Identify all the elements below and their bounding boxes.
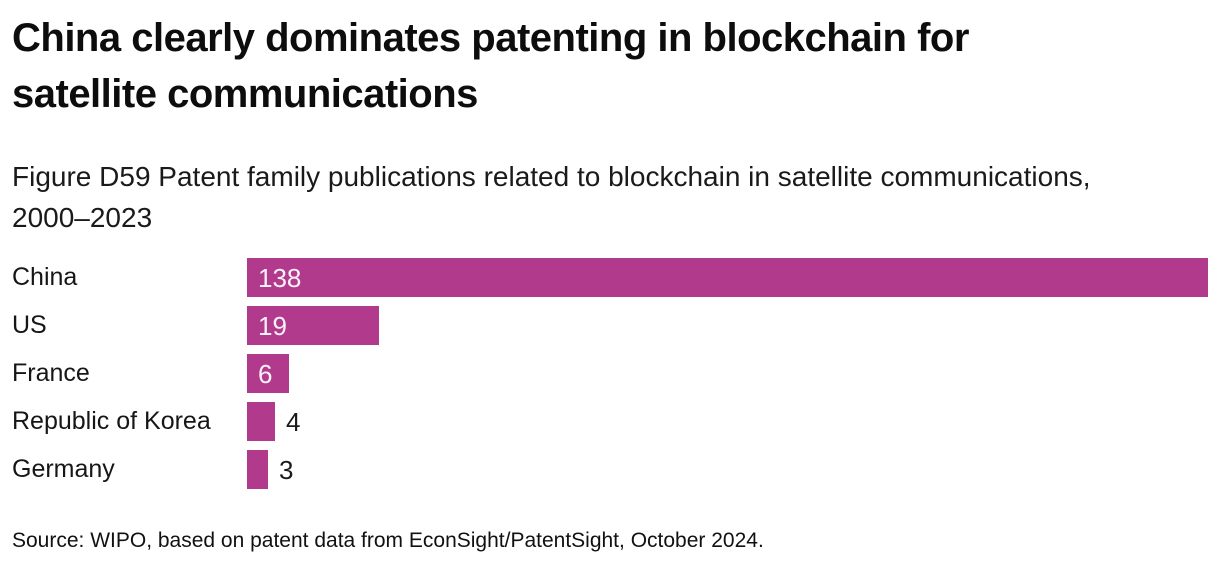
value-label: 3	[279, 454, 294, 485]
bar	[247, 450, 268, 489]
bar-row: China 138	[12, 258, 1208, 297]
category-label: China	[12, 263, 78, 291]
value-label: 19	[258, 310, 287, 341]
bar-row: Republic of Korea 4	[12, 402, 1208, 441]
bar-track: 138	[247, 258, 1208, 297]
category-label: France	[12, 359, 90, 387]
value-label: 6	[258, 358, 273, 389]
bar-track: 6	[247, 354, 1208, 393]
bar-row: France 6	[12, 354, 1208, 393]
figure-title: China clearly dominates patenting in blo…	[12, 16, 969, 116]
bar-track: 4	[247, 402, 1208, 441]
figure: China clearly dominates patenting in blo…	[12, 10, 1208, 553]
bar-row: US 19	[12, 306, 1208, 345]
figure-subtitle: Figure D59 Patent family publications re…	[12, 161, 1091, 233]
bar: 19	[247, 306, 379, 345]
bar: 138	[247, 258, 1208, 297]
value-label: 138	[258, 262, 302, 293]
bar	[247, 402, 275, 441]
bar: 6	[247, 354, 289, 393]
bar-row: Germany 3	[12, 450, 1208, 489]
source-note: Source: WIPO, based on patent data from …	[12, 529, 764, 552]
category-label: US	[12, 311, 47, 339]
bar-track: 19	[247, 306, 1208, 345]
value-label: 4	[286, 406, 301, 437]
category-label: Germany	[12, 455, 115, 483]
category-label: Republic of Korea	[12, 407, 211, 435]
bar-track: 3	[247, 450, 1208, 489]
bar-chart: China 138 US 19 France 6 Republic of Korea 4 Ger…	[12, 258, 1208, 489]
